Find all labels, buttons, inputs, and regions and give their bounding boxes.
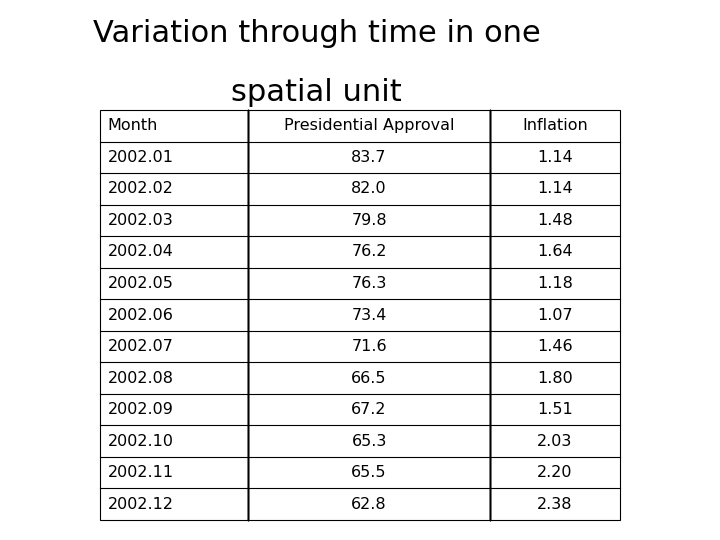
Text: 1.80: 1.80: [537, 370, 573, 386]
Text: 2.38: 2.38: [537, 497, 572, 512]
Text: 83.7: 83.7: [351, 150, 387, 165]
Text: Variation through time in one: Variation through time in one: [93, 19, 541, 48]
Text: 2002.10: 2002.10: [108, 434, 174, 449]
Text: Month: Month: [108, 118, 158, 133]
Text: 2002.03: 2002.03: [108, 213, 174, 228]
Text: 2002.07: 2002.07: [108, 339, 174, 354]
Text: 71.6: 71.6: [351, 339, 387, 354]
Text: Inflation: Inflation: [522, 118, 588, 133]
Text: 1.14: 1.14: [537, 181, 573, 197]
Text: 2.03: 2.03: [537, 434, 572, 449]
Text: 2002.09: 2002.09: [108, 402, 174, 417]
Text: 1.07: 1.07: [537, 307, 573, 322]
Text: 67.2: 67.2: [351, 402, 387, 417]
Text: 2002.02: 2002.02: [108, 181, 174, 197]
Text: 65.3: 65.3: [351, 434, 387, 449]
Text: spatial unit: spatial unit: [231, 78, 402, 107]
Text: 2002.08: 2002.08: [108, 370, 174, 386]
Text: 1.48: 1.48: [537, 213, 573, 228]
Text: 1.46: 1.46: [537, 339, 573, 354]
Text: 2.20: 2.20: [537, 465, 572, 480]
Text: 2002.11: 2002.11: [108, 465, 174, 480]
Text: 76.3: 76.3: [351, 276, 387, 291]
Text: 73.4: 73.4: [351, 307, 387, 322]
Text: 65.5: 65.5: [351, 465, 387, 480]
Text: 2002.06: 2002.06: [108, 307, 174, 322]
Text: 66.5: 66.5: [351, 370, 387, 386]
Text: 76.2: 76.2: [351, 245, 387, 259]
Text: 1.51: 1.51: [537, 402, 573, 417]
Text: 2002.12: 2002.12: [108, 497, 174, 512]
Text: 82.0: 82.0: [351, 181, 387, 197]
Text: 2002.04: 2002.04: [108, 245, 174, 259]
Text: 2002.01: 2002.01: [108, 150, 174, 165]
Text: 79.8: 79.8: [351, 213, 387, 228]
Text: 62.8: 62.8: [351, 497, 387, 512]
Text: Presidential Approval: Presidential Approval: [284, 118, 454, 133]
Text: 1.64: 1.64: [537, 245, 573, 259]
Text: 1.18: 1.18: [537, 276, 573, 291]
Text: 1.14: 1.14: [537, 150, 573, 165]
Text: 2002.05: 2002.05: [108, 276, 174, 291]
